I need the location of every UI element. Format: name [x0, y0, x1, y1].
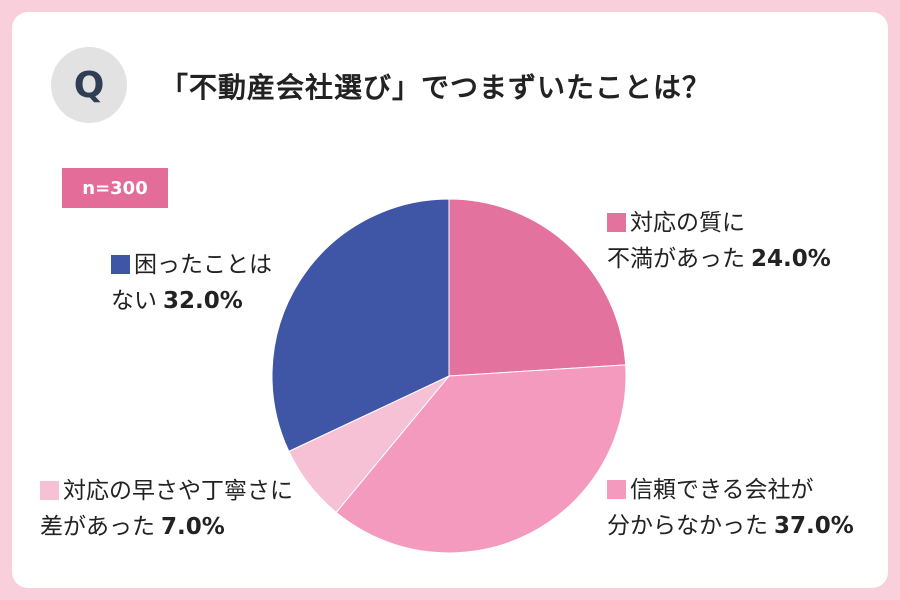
sample-size-badge: n=300: [62, 168, 168, 208]
legend-label-speed: 対応の早さや丁寧さに 差があった 7.0%: [40, 478, 293, 540]
legend-swatch-speed: [40, 481, 59, 500]
legend-swatch-quality: [607, 213, 626, 232]
pie-slice-quality: [448, 198, 627, 377]
q-badge: Q: [51, 47, 127, 123]
legend-label-trust: 信頼できる会社が 分からなかった 37.0%: [607, 477, 854, 539]
legend-swatch-no-trouble: [111, 255, 130, 274]
pie-slice-trust: [335, 364, 627, 554]
legend-label-no-trouble: 困ったことは ない 32.0%: [111, 252, 272, 314]
legend-label-quality: 対応の質に 不満があった 24.0%: [607, 210, 831, 272]
legend-swatch-trust: [607, 480, 626, 499]
pie-slice-no-trouble: [271, 198, 450, 453]
question-title: 「不動産会社選び」でつまずいたことは？: [160, 71, 712, 104]
